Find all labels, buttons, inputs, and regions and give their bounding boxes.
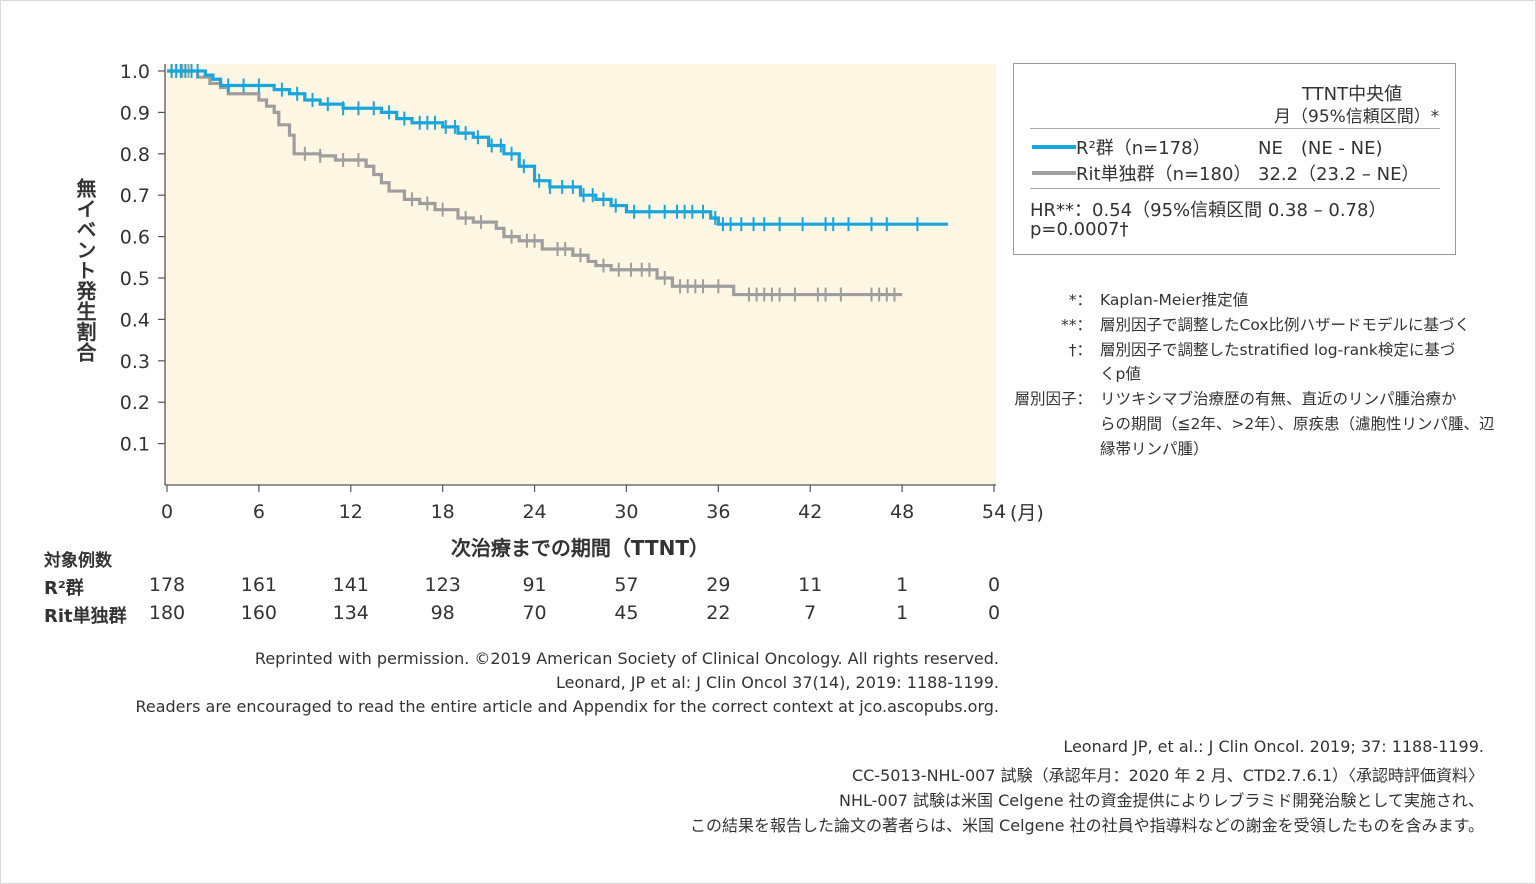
legend-box: TTNT中央値 月（95%信頼区間）* R²群（n=178） NE (NE - … — [1013, 63, 1456, 255]
legend-label-r2: R²群（n=178） — [1076, 138, 1211, 159]
curves — [167, 64, 949, 302]
x-tick-label: 30 — [614, 501, 638, 523]
plot-background — [165, 64, 996, 485]
reprint-line: Readers are encouraged to read the entir… — [135, 697, 999, 716]
risk-count: 134 — [332, 602, 369, 624]
risk-count: 0 — [987, 574, 1001, 596]
y-tick-label: 0.1 — [120, 434, 150, 456]
y-tick-label: 0.3 — [120, 351, 150, 373]
risk-count: 0 — [987, 602, 1001, 624]
risk-count: 161 — [240, 574, 277, 596]
x-tick-label: 18 — [431, 501, 455, 523]
y-tick-label: 1.0 — [120, 61, 150, 83]
footnote-mark: *： — [1068, 291, 1092, 309]
risk-count: 1 — [896, 602, 909, 624]
x-tick-label: 42 — [798, 501, 822, 523]
axes: 1.0 0.9 0.8 0.7 0.6 0.5 0.4 0.3 0.2 0.1 0 6 12 18 24 30… — [120, 61, 1006, 523]
risk-count: 45 — [614, 602, 639, 624]
x-tick-label: 6 — [253, 501, 265, 523]
risk-count: 1 — [896, 574, 909, 596]
risk-row-label-r2: R²群 — [44, 578, 84, 599]
y-tick-label: 0.2 — [120, 392, 150, 414]
legend-label-rit: Rit単独群（n=180） — [1076, 164, 1252, 185]
y-axis-label: 無イベント発生割合 — [73, 178, 97, 363]
legend-value-rit: 32.2（23.2 – NE） — [1258, 164, 1420, 185]
reprint-line: Leonard, JP et al: J Clin Oncol 37(14), … — [555, 673, 999, 692]
source-line: Leonard JP, et al.: J Clin Oncol. 2019; … — [1063, 737, 1484, 756]
footnote-mark: †： — [1068, 341, 1092, 359]
risk-row-label-rit: Rit単独群 — [44, 606, 127, 627]
risk-count: 57 — [614, 574, 639, 596]
footnote-text: らの期間（≦2年、>2年）、原疾患（濾胞性リンパ腫、辺 — [1100, 415, 1495, 433]
x-axis-label: 次治療までの期間（TTNT） — [450, 536, 710, 560]
footnote-text: くp値 — [1100, 365, 1141, 383]
source-line: CC-5013-NHL-007 試験（承認年月：2020 年 2 月、CTD2.… — [851, 766, 1484, 785]
y-tick-label: 0.7 — [120, 185, 150, 207]
legend-p-value: p=0.0007† — [1030, 219, 1129, 240]
y-tick-label: 0.5 — [120, 268, 150, 290]
legend-head-median: TTNT中央値 — [1302, 84, 1403, 105]
footnote-text: 層別因子で調整したstratified log-rank検定に基づ — [1100, 341, 1456, 359]
reprint-line: Reprinted with permission. ©2019 America… — [254, 649, 999, 668]
footnote-text: 縁帯リンパ腫） — [1100, 440, 1209, 458]
legend-line-r2 — [1032, 145, 1076, 149]
risk-count: 91 — [522, 574, 547, 596]
x-tick-label: 12 — [339, 501, 363, 523]
footnote-text: 層別因子で調整したCox比例ハザードモデルに基づく — [1100, 316, 1471, 334]
x-tick-label: 0 — [161, 501, 173, 523]
footnote-mark: **： — [1060, 316, 1092, 334]
legend-divider-2 — [1030, 188, 1440, 189]
risk-count: 141 — [332, 574, 369, 596]
y-tick-label: 0.9 — [120, 102, 150, 124]
risk-count: 123 — [424, 574, 461, 596]
km-curve-rit — [167, 69, 903, 297]
footnote-text: リツキシマブ治療歴の有無、直近のリンパ腫治療か — [1100, 390, 1457, 408]
risk-count: 178 — [148, 574, 186, 596]
x-axis-unit: (月) — [1010, 502, 1044, 524]
risk-count: 180 — [148, 602, 186, 624]
source-line: NHL-007 試験は米国 Celgene 社の資金提供によりレブラミド開発治験… — [838, 791, 1484, 810]
risk-count: 70 — [522, 602, 547, 624]
source-line: この結果を報告した論文の著者らは、米国 Celgene 社の社員や指導料などの謝… — [689, 816, 1484, 835]
footnote-mark: 層別因子： — [1014, 390, 1092, 408]
legend-hr: HR**：0.54（95%信頼区間 0.38 – 0.78） — [1030, 200, 1387, 221]
risk-count: 11 — [798, 574, 823, 596]
x-tick-label: 54 — [982, 501, 1006, 523]
x-tick-label: 48 — [890, 501, 914, 523]
y-tick-label: 0.6 — [120, 227, 150, 249]
risk-count: 29 — [706, 574, 731, 596]
risk-count: 98 — [430, 602, 455, 624]
risk-count: 160 — [240, 602, 277, 624]
footnote-text: Kaplan-Meier推定値 — [1100, 291, 1249, 309]
risk-count: 7 — [804, 602, 817, 624]
legend-divider — [1030, 128, 1440, 129]
legend-head-ci: 月（95%信頼区間）* — [1274, 107, 1440, 127]
y-tick-label: 0.4 — [120, 309, 150, 331]
x-tick-label: 36 — [706, 501, 730, 523]
legend-value-r2: NE (NE - NE) — [1258, 138, 1383, 159]
risk-count: 22 — [706, 602, 731, 624]
risk-table-header: 対象例数 — [44, 551, 112, 571]
y-tick-label: 0.8 — [120, 144, 150, 166]
x-tick-label: 24 — [522, 501, 546, 523]
legend-line-rit — [1032, 171, 1076, 175]
